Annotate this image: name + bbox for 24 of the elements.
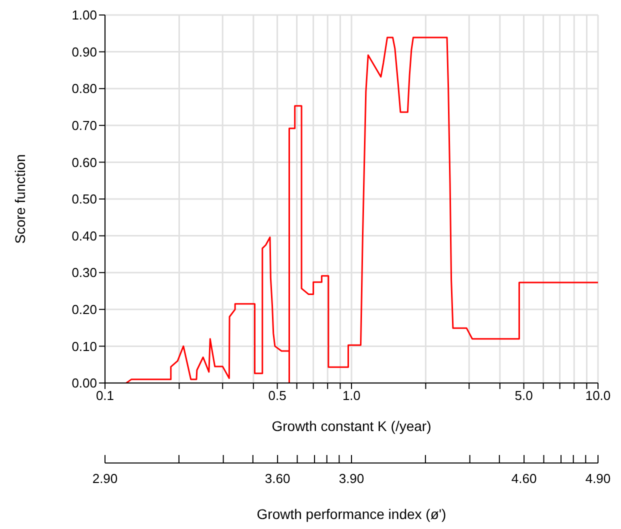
x2-tick-label: 3.60	[264, 471, 290, 486]
y-tick-label: 0.00	[72, 376, 97, 391]
x-tick-label: 0.5	[268, 388, 286, 404]
x-tick-label: 5.0	[514, 388, 533, 404]
x-tick-label: 0.1	[96, 388, 114, 404]
y-axis-title: Score function	[12, 154, 28, 244]
y-tick-label: 0.80	[72, 81, 97, 96]
y-tick-label: 1.00	[72, 8, 97, 23]
y-tick-label: 0.40	[72, 228, 97, 244]
y-tick-label: 0.10	[72, 338, 97, 354]
x2-tick-label: 4.60	[511, 471, 537, 486]
x2-tick-label: 3.90	[338, 471, 364, 486]
x2-tick-label: 4.90	[585, 471, 611, 486]
x-tick-label: 10.0	[585, 388, 611, 404]
x-tick-label: 1.0	[342, 388, 361, 404]
y-tick-label: 0.60	[72, 154, 97, 170]
y-tick-label: 0.70	[72, 118, 97, 134]
y-tick-label: 0.30	[72, 265, 97, 280]
y-tick-label: 0.20	[72, 302, 97, 318]
x-axis-title: Growth constant K (/year)	[272, 418, 432, 434]
x2-tick-label: 2.90	[92, 471, 118, 486]
x2-axis-title: Growth performance index (ø')	[256, 506, 446, 522]
y-tick-label: 0.50	[72, 192, 97, 207]
y-tick-label: 0.90	[72, 44, 97, 60]
